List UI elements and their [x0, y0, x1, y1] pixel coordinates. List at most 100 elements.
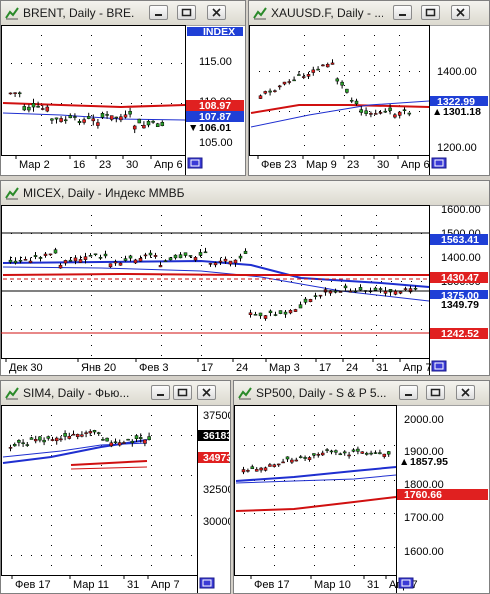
- grid-dot: [171, 257, 172, 258]
- grid-dot: [21, 475, 22, 476]
- candle-body: [143, 254, 148, 257]
- close-button[interactable]: [197, 385, 216, 400]
- grid-dot: [141, 329, 142, 330]
- grid-dot: [101, 305, 102, 306]
- chart-settings-button[interactable]: [187, 157, 203, 169]
- candle-body: [27, 106, 31, 111]
- grid-dot: [279, 71, 280, 72]
- close-button[interactable]: [451, 5, 470, 20]
- grid-dot: [91, 215, 92, 216]
- candle-body: [393, 114, 397, 118]
- candle-body: [263, 467, 268, 471]
- grid-dot: [376, 265, 377, 266]
- grid-dot: [339, 71, 340, 72]
- grid-dot: [171, 103, 172, 104]
- grid-dot: [304, 513, 305, 514]
- grid-dot: [344, 145, 345, 146]
- grid-dot: [274, 555, 275, 556]
- candle-body: [213, 262, 218, 266]
- chart-settings-icon: [401, 579, 411, 587]
- grid-dot: [321, 305, 322, 306]
- candle-body: [320, 452, 325, 456]
- chart-icon: [5, 187, 19, 200]
- grid-dot: [269, 71, 270, 72]
- grid-dot: [171, 555, 172, 556]
- grid-dot: [376, 215, 377, 216]
- candle-body: [178, 254, 183, 259]
- restore-button[interactable]: [426, 385, 445, 400]
- candle-body: [17, 92, 22, 95]
- chart-window-brent[interactable]: BRENT, Daily - BRE... 115.00110.00105.00…: [0, 0, 246, 176]
- moving-average-line: [70, 466, 148, 470]
- price-direction-icon: ▼: [188, 122, 198, 134]
- restore-button[interactable]: [421, 5, 440, 20]
- grid-dot: [361, 257, 362, 258]
- minimize-button[interactable]: [393, 5, 412, 20]
- close-button[interactable]: [456, 385, 475, 400]
- price-label-box: [397, 489, 488, 500]
- grid-dot: [409, 71, 410, 72]
- grid-dot: [381, 305, 382, 306]
- restore-button[interactable]: [173, 385, 192, 400]
- chart-settings-button[interactable]: [431, 157, 447, 169]
- candle-body: [349, 99, 354, 102]
- grid-dot: [301, 355, 302, 356]
- grid-dot: [304, 135, 305, 136]
- grid-dot: [91, 85, 92, 86]
- chart-window-sp500[interactable]: SP500, Daily - S & P 5... 2000.00 1900.00…: [233, 380, 490, 594]
- candle-body: [356, 448, 360, 452]
- grid-dot: [91, 555, 92, 556]
- grid-dot: [401, 257, 402, 258]
- price-tick-label: 32500: [203, 484, 230, 496]
- chart-window-xauusd[interactable]: XAUUSD.F, Daily - ... 1400.001300.001200…: [248, 0, 490, 176]
- minimize-button[interactable]: [151, 385, 170, 400]
- grid-dot: [251, 257, 252, 258]
- window-titlebar[interactable]: SIM4, Daily - Фью...: [1, 381, 230, 406]
- grid-dot: [399, 75, 400, 76]
- chart-window-sim4[interactable]: SIM4, Daily - Фью... 3750035000325003000…: [0, 380, 231, 594]
- candle-body: [68, 115, 73, 119]
- window-titlebar[interactable]: XAUUSD.F, Daily - ...: [249, 1, 489, 26]
- grid-dot: [344, 445, 345, 446]
- window-titlebar[interactable]: SP500, Daily - S & P 5...: [234, 381, 489, 406]
- candle-body: [364, 452, 369, 455]
- minimize-button[interactable]: [149, 5, 168, 20]
- grid-dot: [161, 435, 162, 436]
- window-titlebar[interactable]: MICEX, Daily - Индекс ММВБ: [1, 181, 489, 206]
- grid-dot: [101, 485, 102, 486]
- grid-dot: [141, 63, 142, 64]
- date-tick-label: Фев 23: [261, 159, 297, 171]
- grid-dot: [41, 515, 42, 516]
- chart-icon: [238, 387, 252, 400]
- candle-body: [218, 260, 223, 263]
- grid-dot: [81, 329, 82, 330]
- price-tick-label: 1400.00: [441, 252, 481, 264]
- close-button[interactable]: [207, 5, 226, 20]
- chart-settings-button[interactable]: [398, 577, 414, 589]
- window-titlebar[interactable]: BRENT, Daily - BRE...: [1, 1, 245, 26]
- grid-dot: [374, 35, 375, 36]
- chart-settings-button[interactable]: [199, 577, 215, 589]
- grid-dot: [324, 547, 325, 548]
- grid-dot: [341, 335, 342, 336]
- minimize-button[interactable]: [399, 385, 418, 400]
- candle-body: [393, 290, 398, 295]
- candle-body: [100, 113, 105, 118]
- grid-dot: [354, 513, 355, 514]
- grid-dot: [11, 555, 12, 556]
- date-tick-label: Апр 7: [403, 362, 432, 374]
- restore-button[interactable]: [177, 5, 196, 20]
- date-tick-label: Дек 30: [9, 362, 43, 374]
- grid-dot: [151, 103, 152, 104]
- candle-body: [122, 442, 126, 444]
- chart-settings-button[interactable]: [431, 360, 447, 372]
- candle-body: [109, 442, 114, 447]
- chart-window-micex[interactable]: MICEX, Daily - Индекс ММВБ 1600.001500.0…: [0, 180, 490, 376]
- price-chart[interactable]: 2000.00 1900.00 1800.00 1700.00 1600.00 Фев 1…: [234, 405, 489, 593]
- grid-dot: [354, 505, 355, 506]
- grid-dot: [161, 555, 162, 556]
